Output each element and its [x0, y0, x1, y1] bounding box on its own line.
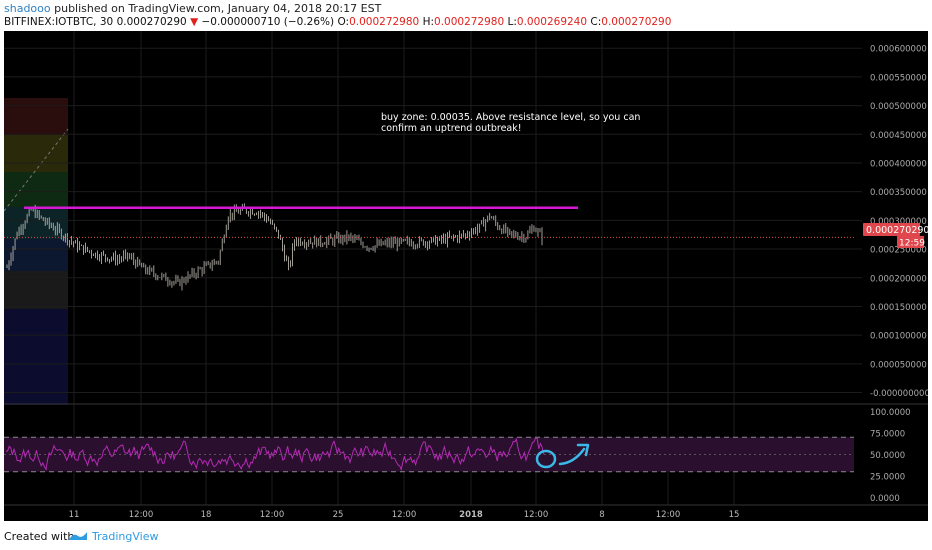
- fib-zone-6: [4, 271, 68, 309]
- open-value: 0.000272980: [349, 16, 420, 28]
- high-value: 0.000272980: [434, 16, 505, 28]
- price-tick-label: 0.000600000: [870, 45, 927, 55]
- published-text: published on TradingView.com, January 04…: [54, 2, 382, 15]
- time-tick-label: 12:00: [656, 510, 681, 520]
- grid-lines: [4, 31, 862, 505]
- price-tick-label: 0.000550000: [870, 73, 927, 83]
- tradingview-logo-icon[interactable]: [68, 529, 88, 543]
- last-price-tag-text: 0.000270290: [866, 225, 928, 236]
- fib-zone-2: [4, 135, 68, 172]
- time-tick-label: 11: [69, 510, 80, 520]
- close-label: C:: [590, 16, 602, 28]
- annotation-circle[interactable]: [535, 449, 557, 469]
- publish-info: shadooo published on TradingView.com, Ja…: [4, 2, 381, 15]
- time-tick-label: 12:00: [129, 510, 154, 520]
- created-with-label: Created with: [4, 530, 75, 543]
- time-tick-label: 12:00: [260, 510, 285, 520]
- annotation-line-1[interactable]: buy zone: 0.00035. Above resistance leve…: [381, 112, 640, 123]
- price-tick-label: 0.000050000: [870, 360, 927, 370]
- ohlc-legend: BITFINEX:IOTBTC, 30 0.000270290 ▼ −0.000…: [4, 16, 671, 28]
- fib-zone-3: [4, 172, 68, 207]
- time-tick-label: 12:00: [524, 510, 549, 520]
- author-link[interactable]: shadooo: [4, 2, 51, 15]
- change-arrow-icon: ▼: [190, 16, 199, 28]
- rsi-tick-label: 100.0000: [870, 408, 911, 418]
- close-value: 0.000270290: [601, 16, 672, 28]
- time-tick-label: 8: [599, 510, 604, 520]
- time-axis[interactable]: 11 12:00 18 12:00 25 12:00 2018 12:00 8 12:00 15: [69, 510, 740, 520]
- price-tick-label: 0.000250000: [870, 246, 927, 256]
- annotation-line-2[interactable]: confirm an uptrend outbreak!: [381, 123, 522, 134]
- chart-area[interactable]: 0.000600000 0.000550000 0.000500000 0.00045…: [3, 31, 930, 521]
- time-tick-label: 2018: [459, 510, 483, 520]
- arrow-head-icon: [576, 443, 590, 457]
- rsi-tick-label: 75.0000: [870, 429, 905, 439]
- fib-zone-7: [4, 309, 68, 405]
- time-tick-label: 25: [333, 510, 344, 520]
- change-value: −0.000000710 (−0.26%): [201, 16, 335, 28]
- price-tick-label: 0.000150000: [870, 303, 927, 313]
- time-tick-label: 18: [201, 510, 212, 520]
- fib-trend-line[interactable]: [3, 128, 69, 212]
- last-price-tag: 0.000270290: [863, 223, 929, 236]
- price-tick-label: -0.000000000: [870, 389, 928, 399]
- price-tick-label: 0.000200000: [870, 274, 927, 284]
- tradingview-link[interactable]: TradingView: [92, 530, 159, 543]
- footer: [0, 524, 932, 550]
- low-label: L:: [507, 16, 517, 28]
- price-tick-label: 0.000300000: [870, 217, 927, 227]
- price-series: [6, 203, 543, 291]
- price-tick-label: 0.000500000: [870, 102, 927, 112]
- time-tick-label: 12:00: [392, 510, 417, 520]
- rsi-axis[interactable]: 100.0000 75.0000 50.0000 25.0000 0.0000: [870, 408, 911, 504]
- rsi-tick-label: 0.0000: [870, 494, 900, 504]
- rsi-tick-label: 25.0000: [870, 473, 905, 483]
- price-tick-label: 0.000350000: [870, 188, 927, 198]
- fib-zone-5: [4, 239, 68, 271]
- chart-svg[interactable]: 0.000600000 0.000550000 0.000500000 0.00045…: [3, 31, 930, 521]
- symbol-label: BITFINEX:IOTBTC, 30: [4, 16, 114, 28]
- fib-retracement[interactable]: [3, 98, 69, 405]
- rsi-line: [5, 437, 545, 472]
- fib-zone-1: [4, 98, 68, 135]
- countdown-text: 12:59: [899, 239, 925, 249]
- open-label: O:: [337, 16, 350, 28]
- price-tick-label: 0.000400000: [870, 159, 927, 169]
- countdown-tag: 12:59: [897, 236, 925, 249]
- low-value: 0.000269240: [516, 16, 588, 28]
- last-price: 0.000270290: [116, 16, 187, 28]
- annotation-arrow[interactable]: [558, 447, 586, 466]
- fib-zone-4: [4, 207, 68, 239]
- price-axis[interactable]: 0.000600000 0.000550000 0.000500000 0.00045…: [870, 45, 930, 399]
- price-tick-label: 0.000450000: [870, 131, 927, 141]
- time-tick-label: 15: [729, 510, 740, 520]
- rsi-tick-label: 50.0000: [870, 451, 905, 461]
- high-label: H:: [422, 16, 435, 28]
- price-tick-label: 0.000100000: [870, 332, 927, 342]
